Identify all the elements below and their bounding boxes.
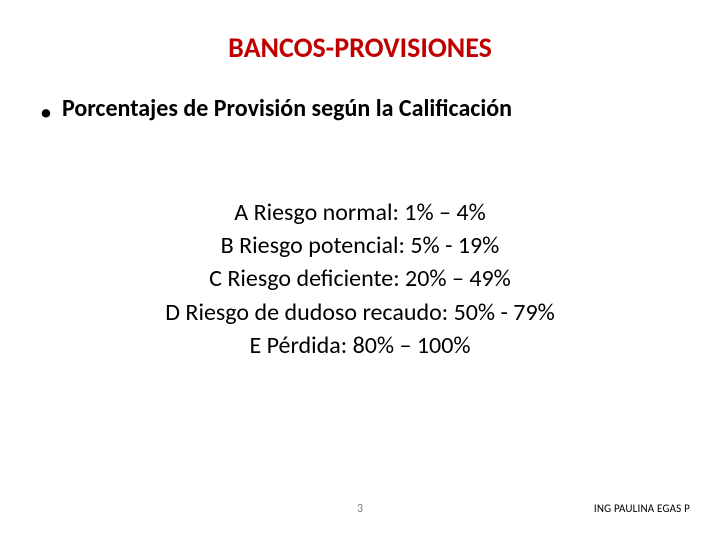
risk-list: A Riesgo normal: 1% – 4% B Riesgo potenc… xyxy=(40,197,680,361)
footer: 3 ING PAULINA EGAS P xyxy=(0,502,720,522)
bullet-icon: • xyxy=(40,99,52,127)
slide: BANCOS-PROVISIONES • Porcentajes de Prov… xyxy=(0,0,720,540)
risk-item: D Riesgo de dudoso recaudo: 50% - 79% xyxy=(40,297,680,328)
subtitle-text: Porcentajes de Provisión según la Califi… xyxy=(62,95,512,124)
subtitle-row: • Porcentajes de Provisión según la Cali… xyxy=(40,95,680,127)
risk-item: A Riesgo normal: 1% – 4% xyxy=(40,197,680,228)
page-number: 3 xyxy=(357,502,363,516)
risk-item: B Riesgo potencial: 5% - 19% xyxy=(40,230,680,261)
risk-item: E Pérdida: 80% – 100% xyxy=(40,330,680,361)
author-label: ING PAULINA EGAS P xyxy=(594,502,690,515)
risk-item: C Riesgo deficiente: 20% – 49% xyxy=(40,263,680,294)
slide-title: BANCOS-PROVISIONES xyxy=(40,30,680,65)
